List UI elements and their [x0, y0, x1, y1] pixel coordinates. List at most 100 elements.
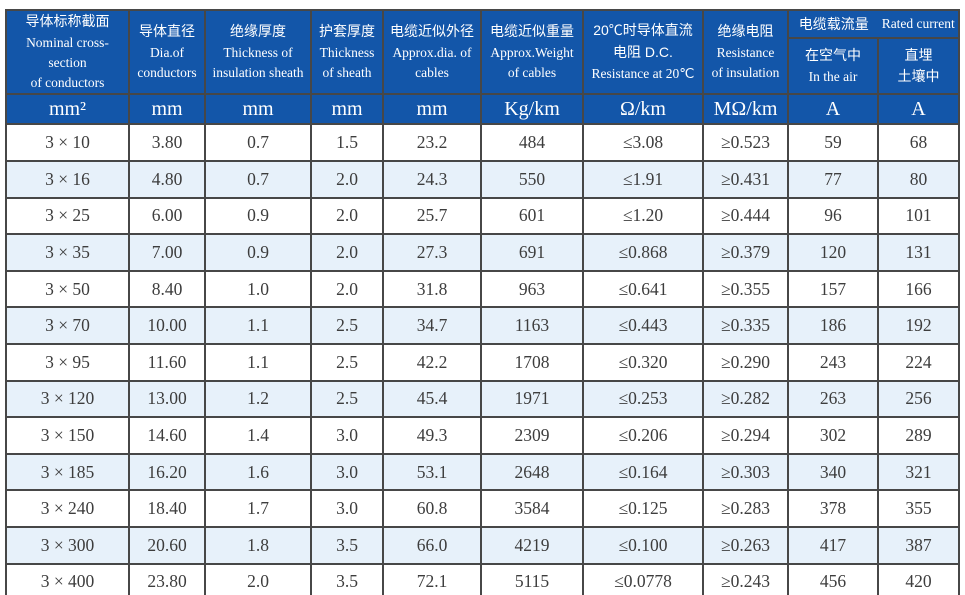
- cell-insulation-resistance: ≥0.303: [702, 452, 789, 492]
- header-line: 导体直径: [139, 23, 195, 40]
- cell-insulation-resistance: ≥0.335: [702, 306, 789, 345]
- cable-spec-table: 导体标称截面 Nominal cross-section of conducto…: [5, 8, 960, 595]
- table-row: 3 × 25 6.00 0.9 2.0 25.7 601 ≤1.20 ≥0.444 96 101: [5, 196, 960, 236]
- table-row: 3 × 50 8.40 1.0 2.0 31.8 963 ≤0.641 ≥0.355 157 16…: [5, 269, 960, 309]
- header-line: insulation sheath: [212, 65, 304, 81]
- cell-insulation-thickness: 1.8: [204, 525, 312, 565]
- cell-sheath-thickness: 1.5: [310, 123, 384, 163]
- cell-sheath-thickness: 3.5: [310, 525, 384, 565]
- header-line: Resistance at 20℃: [591, 65, 695, 81]
- header-line: Thickness: [319, 44, 375, 60]
- cell-dc-resistance: ≤0.443: [582, 306, 704, 345]
- cell-dc-resistance: ≤1.20: [582, 196, 704, 236]
- unit-sheath-thickness: mm: [310, 93, 384, 126]
- cell-current-in-air: 157: [787, 269, 879, 309]
- cell-approx-dia: 72.1: [382, 562, 482, 595]
- cell-insulation-thickness: 1.0: [204, 269, 312, 309]
- header-line: 绝缘电阻: [717, 23, 774, 40]
- cell-insulation-resistance: ≥0.355: [702, 269, 789, 309]
- cell-insulation-resistance: ≥0.243: [702, 562, 789, 595]
- header-line: of conductors: [30, 75, 105, 91]
- cell-current-buried: 131: [877, 233, 960, 272]
- cell-approx-weight: 2648: [480, 452, 584, 492]
- table-body: 3 × 10 3.80 0.7 1.5 23.2 484 ≤3.08 ≥0.523 59 68 3 …: [5, 123, 960, 595]
- cell-dc-resistance: ≤0.320: [582, 343, 704, 382]
- cell-approx-weight: 484: [480, 123, 584, 163]
- cell-dc-resistance: ≤0.100: [582, 525, 704, 565]
- cell-current-in-air: 243: [787, 343, 879, 382]
- cell-sheath-thickness: 2.0: [310, 196, 384, 236]
- cell-approx-weight: 691: [480, 233, 584, 272]
- cell-conductor-dia: 20.60: [128, 525, 206, 565]
- cell-insulation-resistance: ≥0.431: [702, 160, 789, 199]
- cell-current-buried: 420: [877, 562, 960, 595]
- cell-current-buried: 80: [877, 160, 960, 199]
- header-line: 20℃时导体直流: [593, 22, 693, 39]
- cell-insulation-resistance: ≥0.263: [702, 525, 789, 565]
- unit-dc-resistance: Ω/km: [582, 93, 704, 126]
- header-line: Dia.of: [149, 44, 185, 60]
- cell-dc-resistance: ≤0.206: [582, 416, 704, 455]
- col-header-cross-section: 导体标称截面 Nominal cross-section of conducto…: [5, 8, 130, 96]
- table-row: 3 × 240 18.40 1.7 3.0 60.8 3584 ≤0.125 ≥0.283 37…: [5, 489, 960, 528]
- cell-cross-section: 3 × 70: [5, 306, 130, 345]
- cell-sheath-thickness: 2.0: [310, 233, 384, 272]
- rated-current-title-en: Rated current: [881, 16, 955, 32]
- cell-insulation-resistance: ≥0.444: [702, 196, 789, 236]
- header-line: Approx.Weight: [490, 44, 574, 60]
- cell-conductor-dia: 10.00: [128, 306, 206, 345]
- header-line: 护套厚度: [319, 23, 375, 40]
- cell-approx-dia: 60.8: [382, 489, 482, 528]
- cell-current-in-air: 77: [787, 160, 879, 199]
- cell-conductor-dia: 11.60: [128, 343, 206, 382]
- cell-dc-resistance: ≤0.164: [582, 452, 704, 492]
- col-header-current-buried: 直埋 土壤中: [877, 37, 960, 96]
- cell-cross-section: 3 × 10: [5, 123, 130, 163]
- cell-insulation-thickness: 0.9: [204, 196, 312, 236]
- header-line: 在空气中: [805, 47, 861, 64]
- cell-approx-weight: 1708: [480, 343, 584, 382]
- cell-dc-resistance: ≤0.125: [582, 489, 704, 528]
- table-row: 3 × 400 23.80 2.0 3.5 72.1 5115 ≤0.0778 ≥0.243 4…: [5, 562, 960, 595]
- cell-conductor-dia: 7.00: [128, 233, 206, 272]
- header-line: In the air: [808, 69, 858, 84]
- table-row: 3 × 35 7.00 0.9 2.0 27.3 691 ≤0.868 ≥0.379 120 13…: [5, 233, 960, 272]
- cell-approx-weight: 3584: [480, 489, 584, 528]
- cell-approx-weight: 1971: [480, 379, 584, 419]
- cell-insulation-thickness: 1.7: [204, 489, 312, 528]
- header-line: of cables: [507, 65, 557, 81]
- cell-cross-section: 3 × 50: [5, 269, 130, 309]
- cell-approx-weight: 550: [480, 160, 584, 199]
- col-header-conductor-dia: 导体直径 Dia.of conductors: [128, 8, 206, 96]
- header-line: 绝缘厚度: [230, 23, 286, 40]
- header-line: cables: [415, 65, 449, 81]
- cell-current-in-air: 456: [787, 562, 879, 595]
- table-row: 3 × 185 16.20 1.6 3.0 53.1 2648 ≤0.164 ≥0.303 34…: [5, 452, 960, 492]
- col-header-approx-dia: 电缆近似外径 Approx.dia. of cables: [382, 8, 482, 96]
- col-header-rated-current-group: 电缆载流量 Rated current: [787, 8, 960, 40]
- cell-current-buried: 192: [877, 306, 960, 345]
- cell-insulation-thickness: 1.1: [204, 306, 312, 345]
- cell-current-buried: 321: [877, 452, 960, 492]
- unit-insulation-resistance: MΩ/km: [702, 93, 789, 126]
- cell-conductor-dia: 13.00: [128, 379, 206, 419]
- cell-current-in-air: 378: [787, 489, 879, 528]
- cell-current-buried: 387: [877, 525, 960, 565]
- header-line: Approx.dia. of: [392, 44, 472, 60]
- cell-approx-weight: 2309: [480, 416, 584, 455]
- cell-insulation-thickness: 1.6: [204, 452, 312, 492]
- col-header-dc-resistance: 20℃时导体直流 电阻 D.C. Resistance at 20℃: [582, 8, 704, 96]
- cell-current-buried: 224: [877, 343, 960, 382]
- cell-sheath-thickness: 2.0: [310, 160, 384, 199]
- unit-conductor-dia: mm: [128, 93, 206, 126]
- cell-insulation-resistance: ≥0.294: [702, 416, 789, 455]
- cell-sheath-thickness: 2.5: [310, 306, 384, 345]
- col-header-insulation-resistance: 绝缘电阻 Resistance of insulation: [702, 8, 789, 96]
- cell-approx-weight: 601: [480, 196, 584, 236]
- cell-dc-resistance: ≤3.08: [582, 123, 704, 163]
- cell-current-in-air: 417: [787, 525, 879, 565]
- col-header-current-in-air: 在空气中 In the air: [787, 37, 879, 96]
- cell-cross-section: 3 × 240: [5, 489, 130, 528]
- table-row: 3 × 10 3.80 0.7 1.5 23.2 484 ≤3.08 ≥0.523 59 68: [5, 123, 960, 163]
